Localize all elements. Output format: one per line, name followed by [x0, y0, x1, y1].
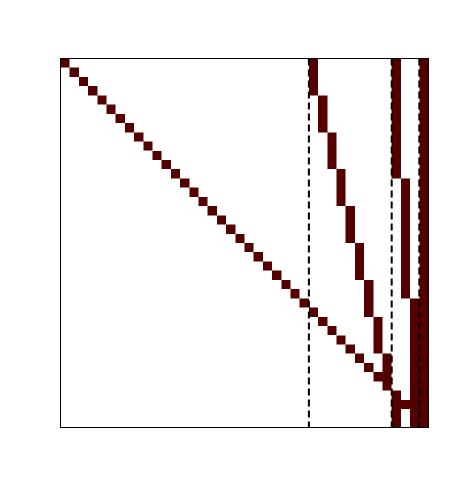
diagonal-cell-13: [180, 178, 190, 188]
diagonal-cell-18: [226, 224, 236, 234]
column-segment-11: [400, 178, 411, 299]
column-segment-6: [364, 279, 374, 317]
diagonal-cell-10: [152, 150, 162, 160]
plot-frame: [60, 58, 429, 428]
diagonal-cell-22: [262, 261, 273, 271]
diagonal-cell-2: [78, 76, 89, 87]
diagonal-cell-29: [327, 326, 337, 336]
column-segment-7: [373, 316, 383, 354]
diagonal-cell-30: [336, 335, 346, 345]
cells-layer: [60, 58, 429, 428]
column-segment-13: [419, 58, 429, 428]
diagonal-cell-34: [373, 372, 383, 382]
diagonal-cell-7: [124, 123, 135, 133]
column-segment-5: [354, 243, 365, 280]
diagonal-cell-4: [97, 95, 107, 105]
column-segment-12: [410, 298, 420, 428]
diagonal-cell-19: [235, 233, 245, 243]
diagonal-cell-21: [253, 252, 263, 262]
diagonal-cell-8: [134, 132, 144, 142]
diagonal-cell-25: [290, 289, 300, 299]
diagonal-cell-1: [69, 67, 79, 77]
column-segment-2: [327, 132, 337, 170]
diagonal-cell-26: [299, 298, 309, 308]
diagonal-cell-12: [170, 169, 181, 179]
diagonal-cell-11: [161, 159, 171, 170]
column-segment-9: [391, 390, 401, 428]
diagonal-cell-14: [189, 187, 199, 197]
diagonal-cell-28: [318, 316, 328, 327]
diagonal-cell-20: [244, 243, 254, 253]
diagonal-cell-6: [115, 113, 125, 124]
diagonal-cell-24: [281, 279, 291, 290]
column-segment-3: [336, 169, 346, 207]
diagonal-cell-9: [143, 141, 153, 151]
diagonal-cell-17: [216, 215, 227, 225]
diagonal-cell-5: [106, 104, 116, 114]
diagonal-cell-32: [354, 353, 365, 363]
column-segment-4: [345, 206, 355, 243]
segments-layer: [308, 58, 429, 428]
diagonal-cell-0: [60, 58, 70, 68]
diagonal-cell-3: [88, 86, 98, 96]
column-segment-1: [318, 95, 328, 133]
diagonal-cell-37: [400, 399, 411, 410]
dividers-layer: [307, 58, 421, 428]
diagonal-cell-16: [207, 206, 217, 216]
diagonal-cell-27: [308, 307, 319, 317]
diagonal-cell-31: [345, 344, 355, 354]
column-segment-8: [382, 353, 392, 391]
diagonal-cell-33: [364, 362, 374, 373]
column-segment-0: [308, 58, 319, 96]
diagonal-cell-23: [272, 270, 282, 280]
column-segment-10: [391, 58, 401, 179]
diagonal-cell-15: [198, 196, 208, 207]
